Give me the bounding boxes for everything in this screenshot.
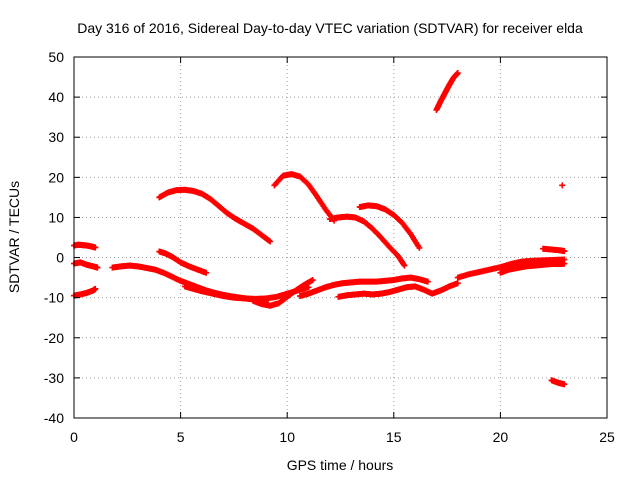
data-point: [561, 260, 568, 267]
x-tick-label: 20: [493, 429, 509, 445]
y-tick-label: 50: [48, 49, 64, 65]
y-tick-label: 0: [56, 250, 64, 266]
y-tick-label: -10: [44, 290, 64, 306]
data-point: [94, 264, 101, 271]
series-arc-01: [71, 241, 99, 251]
chart-title: Day 316 of 2016, Sidereal Day-to-day VTE…: [77, 20, 583, 36]
data-point: [266, 237, 273, 244]
y-tick-label: -30: [44, 370, 64, 386]
series-arc-17: [540, 245, 568, 255]
data-point: [92, 244, 99, 251]
x-tick-label: 0: [70, 429, 78, 445]
grid-lines: [74, 57, 607, 418]
series-arc-14: [433, 70, 461, 113]
y-tick-label: -40: [44, 410, 64, 426]
series-arc-11: [356, 202, 423, 251]
data-point: [561, 248, 568, 255]
series-arc-02: [71, 259, 101, 271]
data-point: [454, 280, 461, 287]
series-arc-13: [335, 280, 461, 300]
x-tick-label: 15: [386, 429, 402, 445]
x-tick-label: 10: [279, 429, 295, 445]
data-point: [92, 285, 99, 292]
x-tick-label: 25: [599, 429, 615, 445]
series-arc-19: [548, 377, 568, 388]
series-arc-09: [271, 171, 338, 224]
data-point: [309, 277, 316, 284]
series-arc-12: [296, 274, 431, 300]
series-arc-08: [250, 277, 316, 309]
y-tick-label: 30: [48, 129, 64, 145]
y-tick-label: -20: [44, 330, 64, 346]
data-point: [559, 182, 566, 189]
series-arc-10: [326, 213, 408, 269]
data-point: [561, 381, 568, 388]
series-arc-18: [559, 182, 566, 189]
plot-frame: [73, 56, 608, 419]
series-arc-05: [156, 186, 274, 245]
data-points: [71, 70, 568, 388]
series-arc-06: [156, 248, 210, 276]
data-point: [424, 278, 431, 285]
data-point: [416, 244, 423, 251]
y-tick-label: 20: [48, 169, 64, 185]
y-tick-label: 40: [48, 89, 64, 105]
data-point: [203, 269, 210, 276]
data-point: [267, 238, 274, 245]
x-tick-label: 5: [177, 429, 185, 445]
data-point: [401, 262, 408, 269]
y-axis-label: SDTVAR / TECUs: [6, 181, 22, 293]
y-tick-label: 10: [48, 209, 64, 225]
series-arc-03: [71, 285, 99, 299]
data-point: [454, 70, 461, 77]
x-axis-label: GPS time / hours: [287, 457, 394, 473]
y-tick-labels: -40 -30 -20 -10 0 10 20 30 40 50: [44, 49, 64, 426]
x-tick-labels: 0 5 10 15 20 25: [70, 429, 615, 445]
axis-ticks: [73, 56, 608, 419]
series-arc-16: [497, 260, 568, 276]
